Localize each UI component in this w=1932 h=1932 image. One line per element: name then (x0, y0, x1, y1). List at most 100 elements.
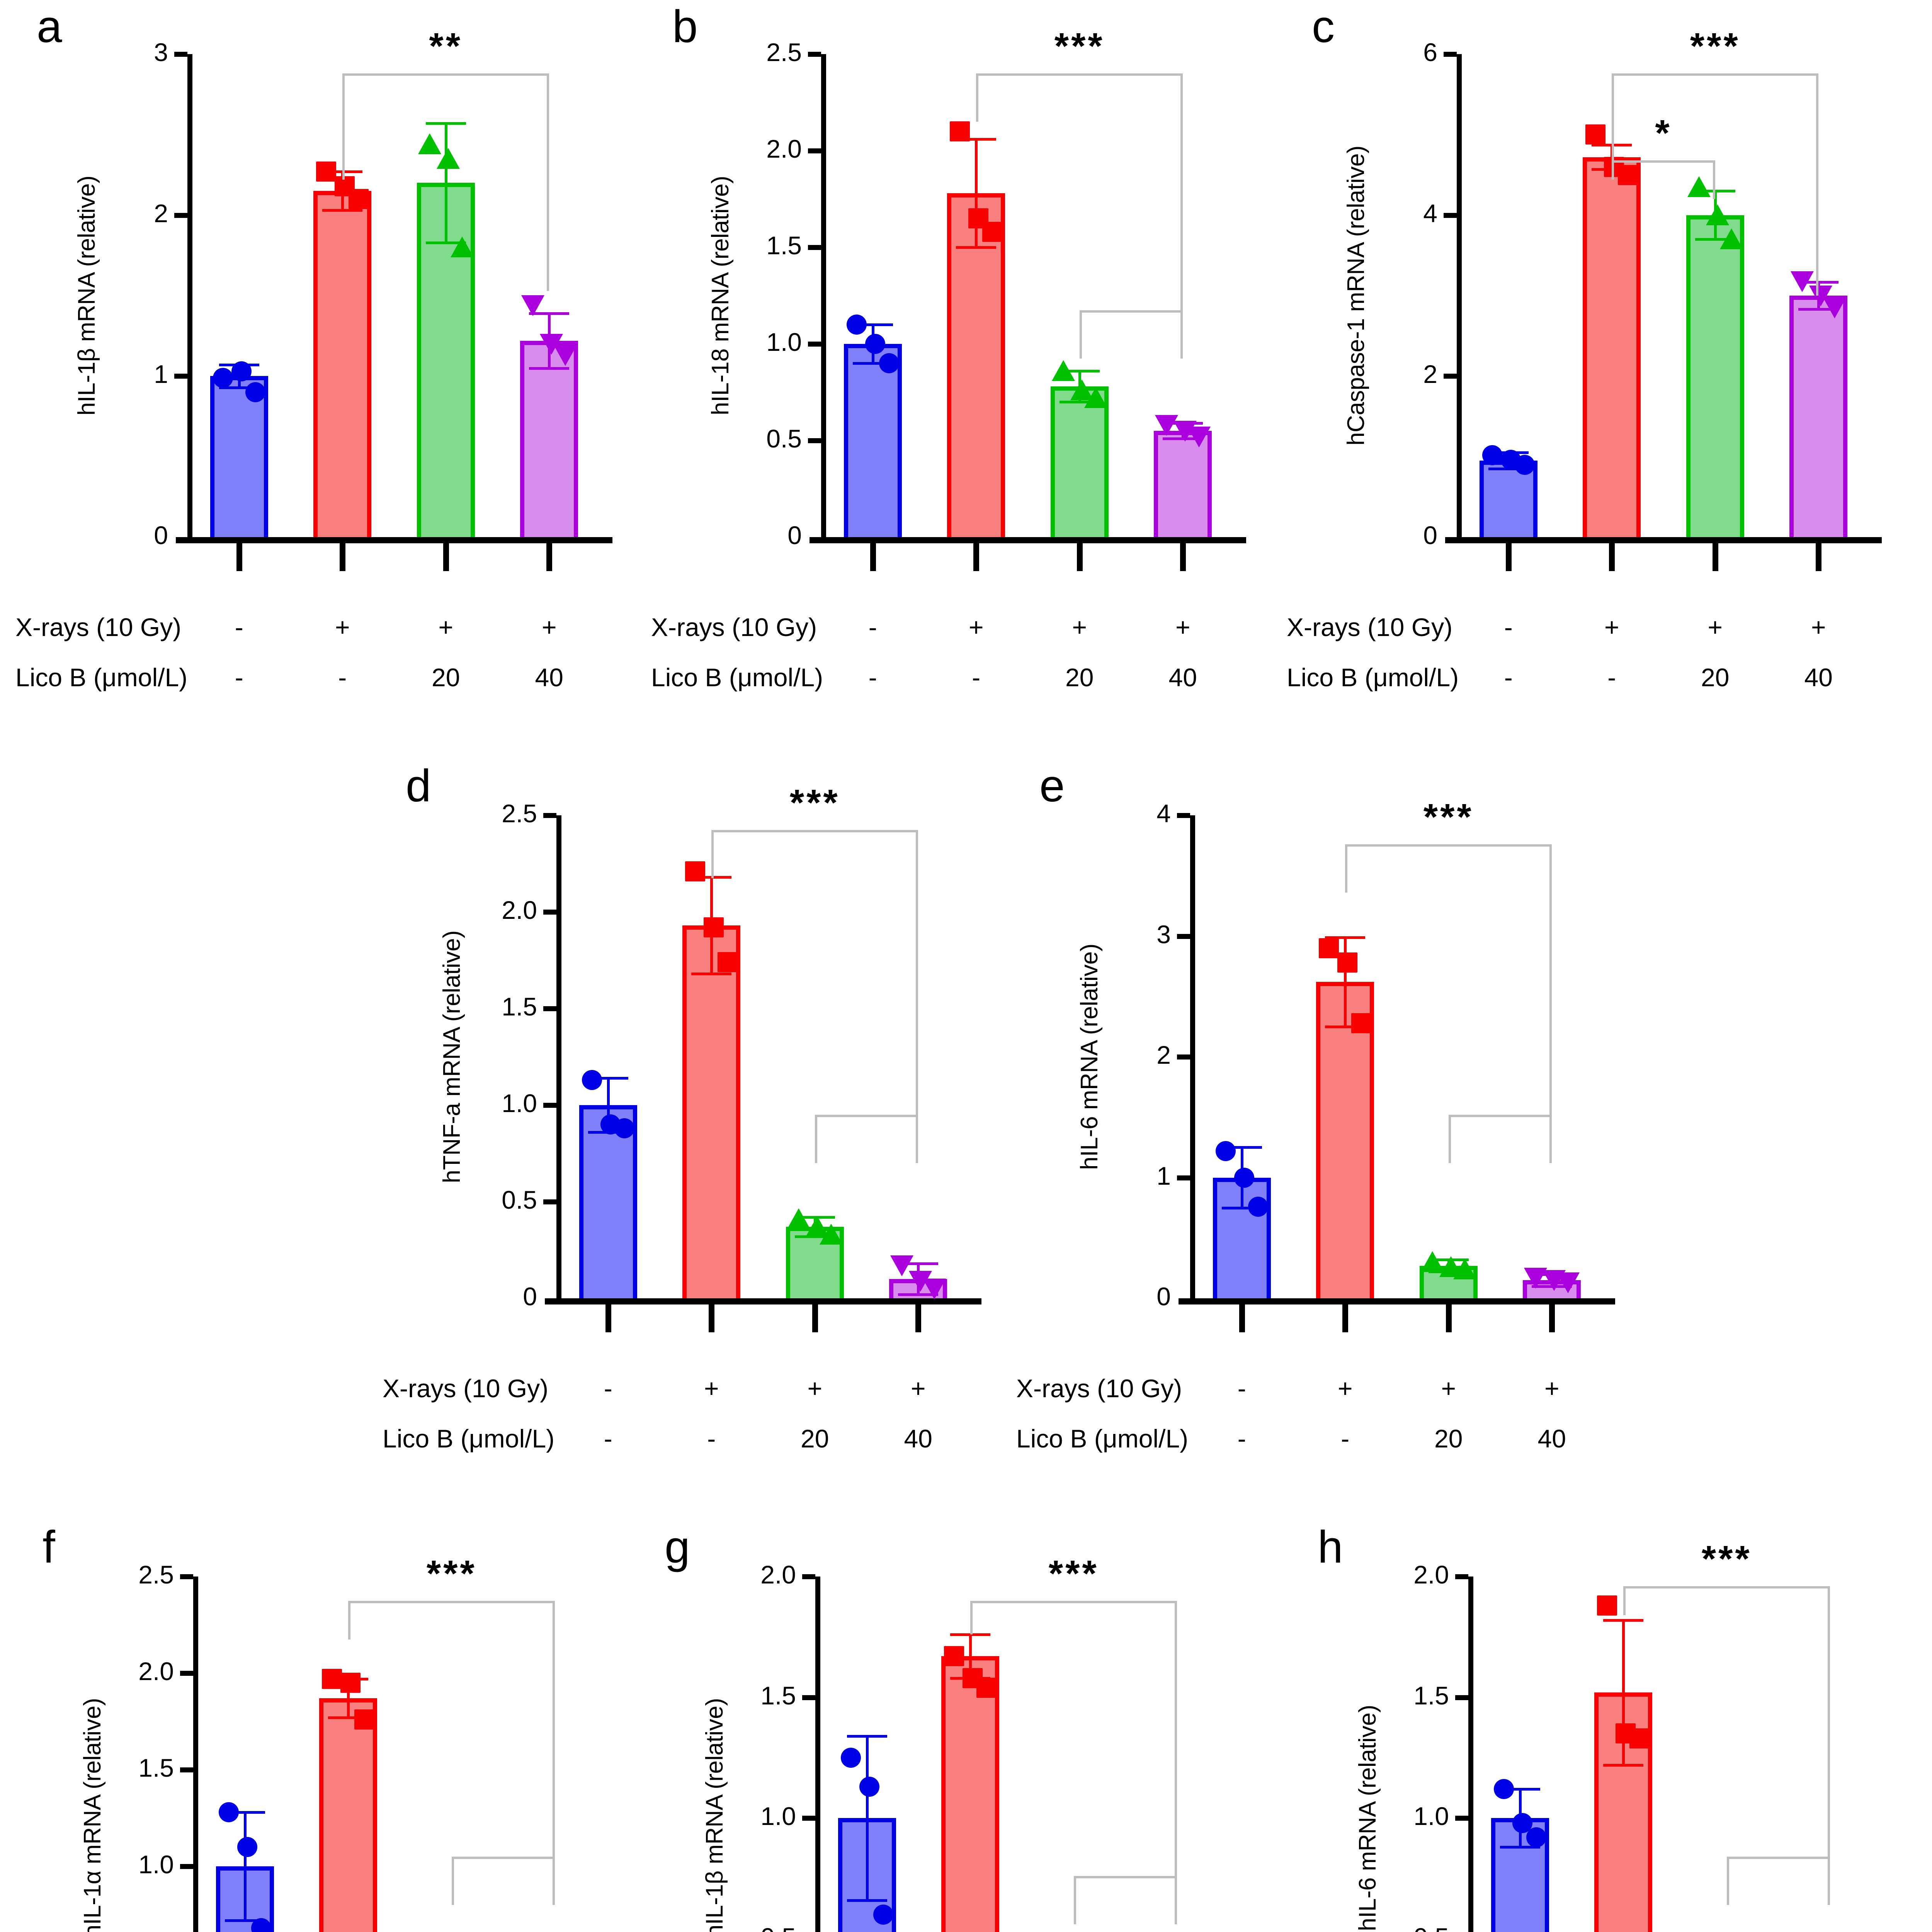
bracket-top-h-0 (1623, 1586, 1830, 1588)
condition-row-label-irradiation-b: X-rays (10 Gy) (651, 613, 817, 641)
y-axis-label-f: hIL-1α mRNA (relative) (79, 1698, 106, 1932)
error-bar-cap-bottom-e-0 (1221, 1206, 1262, 1209)
data-point-a-0-0 (213, 367, 233, 388)
data-point-a-1-2 (349, 189, 369, 209)
condition-row-label-irradiation-d: X-rays (10 Gy) (383, 1374, 549, 1403)
data-point-a-0-1 (231, 361, 252, 381)
y-tick-label-c-2: 4 (1423, 199, 1437, 228)
condition-row-label-lico-b: Lico B (μmol/L) (651, 663, 823, 692)
x-tick-c-2 (1712, 543, 1718, 571)
bracket-leg-right-c-0 (1816, 73, 1819, 296)
significance-stars-f-0: *** (426, 1553, 477, 1594)
y-tick-label-c-0: 0 (1423, 521, 1437, 549)
data-point-e-1-0 (1319, 938, 1339, 958)
bar-c-2 (1686, 215, 1744, 537)
x-tick-c-0 (1505, 543, 1512, 571)
x-tick-a-1 (340, 543, 346, 571)
y-tick-e-2 (1177, 1054, 1190, 1060)
data-point-c-1-2 (1618, 165, 1638, 185)
significance-stars-a-0: ** (429, 26, 463, 67)
data-point-a-2-1 (436, 148, 460, 169)
data-point-c-3-2 (1823, 298, 1847, 319)
y-tick-label-h-2: 1.0 (1413, 1802, 1449, 1830)
y-tick-d-3 (543, 1006, 556, 1011)
error-bar-cap-bottom-b-0 (852, 362, 893, 365)
bracket-leg-right-b-1 (1180, 310, 1183, 359)
data-point-e-0-2 (1248, 1196, 1268, 1217)
bar-c-3 (1789, 296, 1848, 537)
y-axis-line-b (821, 54, 826, 540)
panel-letter-a: a (37, 1, 62, 52)
y-tick-b-5 (808, 52, 821, 57)
bar-b-2 (1050, 386, 1109, 537)
bar-b-0 (844, 344, 902, 537)
condition-value-irradiation-e-1: + (1337, 1374, 1353, 1403)
x-tick-b-3 (1180, 543, 1186, 571)
bracket-leg-right-d-1 (916, 1115, 918, 1163)
data-point-e-1-1 (1337, 952, 1358, 973)
bracket-top-h-1 (1726, 1857, 1830, 1859)
bar-c-1 (1583, 157, 1641, 537)
bracket-top-c-1 (1612, 160, 1715, 163)
condition-value-irradiation-d-1: + (704, 1374, 719, 1403)
y-tick-b-2 (808, 342, 821, 347)
x-tick-d-0 (605, 1304, 611, 1332)
error-bar-line-g-0 (866, 1736, 869, 1900)
error-bar-cap-top-a-2 (425, 122, 466, 125)
bar-a-1 (313, 191, 372, 537)
data-point-a-3-2 (554, 345, 577, 366)
data-point-g-0-2 (873, 1905, 893, 1925)
bracket-leg-left-b-1 (1079, 310, 1082, 359)
condition-value-irradiation-a-3: + (541, 613, 557, 641)
y-tick-label-b-5: 2.5 (766, 38, 802, 66)
error-bar-cap-bottom-b-2 (1059, 401, 1100, 403)
y-tick-e-1 (1177, 1175, 1190, 1180)
panel-letter-c: c (1312, 1, 1335, 52)
y-tick-label-h-4: 2.0 (1413, 1560, 1449, 1589)
data-point-h-0-0 (1493, 1779, 1514, 1799)
y-axis-label-c: hCaspase-1 mRNA (relative) (1343, 145, 1369, 446)
y-tick-label-e-4: 4 (1156, 799, 1171, 828)
error-bar-cap-bottom-b-1 (956, 246, 997, 249)
x-tick-b-0 (870, 543, 876, 571)
panel-letter-g: g (665, 1522, 690, 1573)
error-bar-cap-bottom-h-0 (1500, 1846, 1540, 1849)
x-tick-e-3 (1549, 1304, 1555, 1332)
error-bar-cap-bottom-a-0 (219, 386, 259, 389)
y-tick-a-3 (174, 52, 187, 57)
data-point-c-2-2 (1719, 228, 1743, 250)
condition-value-lico-a-1: - (338, 663, 347, 692)
bracket-top-d-1 (815, 1115, 918, 1117)
error-bar-line-d-0 (607, 1078, 610, 1132)
bracket-leg-left-a-0 (342, 73, 345, 180)
bar-b-1 (947, 193, 1005, 537)
y-axis-line-f (193, 1577, 198, 1932)
x-tick-b-1 (973, 543, 980, 571)
error-bar-cap-top-e-1 (1325, 936, 1366, 939)
significance-stars-c-1: * (1655, 112, 1672, 154)
error-bar-cap-bottom-f-0 (224, 1919, 265, 1922)
data-point-c-2-1 (1706, 204, 1729, 225)
y-tick-label-a-0: 0 (154, 521, 168, 549)
error-bar-line-f-0 (243, 1812, 247, 1920)
bracket-leg-right-g-0 (1175, 1600, 1177, 1900)
data-point-d-1-1 (704, 917, 724, 937)
data-point-f-1-0 (322, 1669, 342, 1689)
condition-value-lico-a-2: 20 (432, 663, 460, 692)
significance-bracket-f-1 (452, 1857, 555, 1905)
bar-b-3 (1154, 431, 1212, 537)
y-tick-label-h-1: 0.5 (1298, 1924, 1449, 1932)
data-point-f-0-0 (218, 1802, 239, 1822)
data-point-d-0-0 (582, 1070, 602, 1090)
bracket-leg-right-g-1 (1175, 1876, 1177, 1924)
condition-value-irradiation-d-2: + (807, 1374, 823, 1403)
bracket-leg-right-f-1 (553, 1857, 555, 1905)
y-tick-f-5 (180, 1574, 193, 1579)
error-bar-cap-top-g-1 (950, 1633, 991, 1636)
significance-bracket-h-1 (1727, 1857, 1830, 1905)
condition-value-irradiation-a-1: + (335, 613, 350, 641)
data-point-g-0-0 (840, 1747, 861, 1768)
error-bar-cap-top-c-2 (1695, 190, 1735, 193)
condition-value-lico-c-3: 40 (1804, 663, 1833, 692)
data-point-g-0-1 (859, 1776, 879, 1797)
